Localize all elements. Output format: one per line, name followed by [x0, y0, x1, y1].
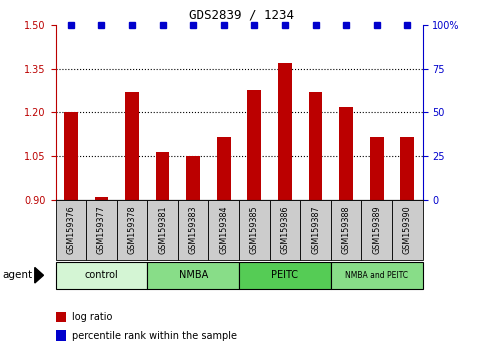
Bar — [392, 200, 423, 260]
Text: percentile rank within the sample: percentile rank within the sample — [72, 331, 237, 341]
Polygon shape — [35, 268, 43, 283]
Text: PEITC: PEITC — [271, 270, 298, 280]
Bar — [178, 200, 209, 260]
Text: GSM159378: GSM159378 — [128, 206, 137, 255]
Text: GSM159388: GSM159388 — [341, 206, 351, 255]
Bar — [117, 200, 147, 260]
Bar — [247, 91, 261, 200]
Text: NMBA and PEITC: NMBA and PEITC — [345, 271, 408, 280]
Text: GSM159381: GSM159381 — [158, 206, 167, 255]
Bar — [331, 262, 423, 289]
Bar — [300, 200, 331, 260]
Bar — [239, 200, 270, 260]
Text: GSM159389: GSM159389 — [372, 206, 381, 255]
Text: GSM159383: GSM159383 — [189, 206, 198, 255]
Text: agent: agent — [2, 270, 32, 280]
Bar — [56, 200, 86, 260]
Text: GSM159384: GSM159384 — [219, 206, 228, 255]
Bar — [95, 197, 108, 200]
Bar — [239, 262, 331, 289]
Bar — [64, 113, 78, 200]
Bar — [186, 156, 200, 200]
Text: GDS2839 / 1234: GDS2839 / 1234 — [189, 9, 294, 22]
Text: GSM159385: GSM159385 — [250, 206, 259, 255]
Bar — [309, 92, 323, 200]
Bar — [156, 152, 170, 200]
Bar — [270, 200, 300, 260]
Bar — [86, 200, 117, 260]
Bar — [370, 137, 384, 200]
Bar — [147, 262, 239, 289]
Bar — [331, 200, 361, 260]
Bar — [56, 312, 66, 322]
Bar — [400, 137, 414, 200]
Text: GSM159390: GSM159390 — [403, 206, 412, 255]
Bar — [361, 200, 392, 260]
Bar — [56, 330, 66, 341]
Bar — [209, 200, 239, 260]
Text: GSM159387: GSM159387 — [311, 206, 320, 255]
Bar — [56, 262, 147, 289]
Text: GSM159377: GSM159377 — [97, 206, 106, 255]
Text: log ratio: log ratio — [72, 312, 113, 322]
Bar — [339, 107, 353, 200]
Text: GSM159386: GSM159386 — [281, 206, 289, 255]
Text: GSM159376: GSM159376 — [66, 206, 75, 255]
Bar — [147, 200, 178, 260]
Bar — [278, 63, 292, 200]
Bar — [217, 137, 231, 200]
Bar — [125, 92, 139, 200]
Text: NMBA: NMBA — [179, 270, 208, 280]
Text: control: control — [85, 270, 118, 280]
